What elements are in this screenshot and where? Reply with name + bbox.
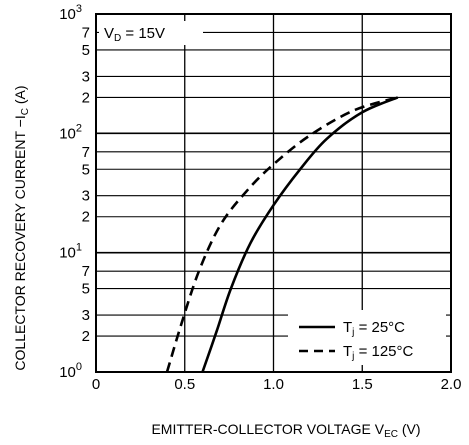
x-tick-label: 0 — [92, 376, 100, 393]
x-axis-label: EMITTER-COLLECTOR VOLTAGE VEC (V) — [151, 421, 420, 440]
y-tick-label: 103 — [59, 3, 82, 23]
legend-label-25c: Tj = 25°C — [343, 319, 405, 338]
y-tick-label: 2 — [82, 209, 90, 226]
legend: Tj = 25°C Tj = 125°C — [288, 310, 446, 365]
series-layer — [165, 96, 399, 373]
y-tick-label: 100 — [59, 361, 82, 381]
y-tick-label: 5 — [82, 281, 90, 298]
y-tick-label: 7 — [82, 24, 90, 41]
y-tick-label: 5 — [82, 161, 90, 178]
annotation-label: VD = 15V — [104, 25, 165, 44]
y-tick-label: 101 — [59, 242, 82, 262]
y-tick-label: 7 — [82, 144, 90, 161]
y-axis-label: COLLECTOR RECOVERY CURRENT −IC (A) — [12, 85, 31, 370]
x-tick-label: 1.5 — [352, 376, 373, 393]
x-tick-label: 1.0 — [263, 376, 284, 393]
x-tick-label: 0.5 — [174, 376, 195, 393]
plot-frame — [95, 13, 452, 373]
x-tick-label: 2.0 — [441, 376, 462, 393]
legend-label-125c: Tj = 125°C — [343, 343, 414, 362]
y-tick-label: 102 — [59, 122, 82, 142]
y-tick-label: 2 — [82, 89, 90, 106]
y-tick-label: 2 — [82, 328, 90, 345]
annotation-background — [99, 21, 203, 45]
series-line-25c — [201, 96, 399, 373]
series-line-125c — [165, 96, 399, 373]
y-tick-label: 3 — [82, 307, 90, 324]
y-tick-label: 3 — [82, 68, 90, 85]
y-tick-label: 3 — [82, 188, 90, 205]
y-tick-label: 7 — [82, 263, 90, 280]
y-tick-label: 5 — [82, 42, 90, 59]
legend-background — [288, 310, 446, 365]
